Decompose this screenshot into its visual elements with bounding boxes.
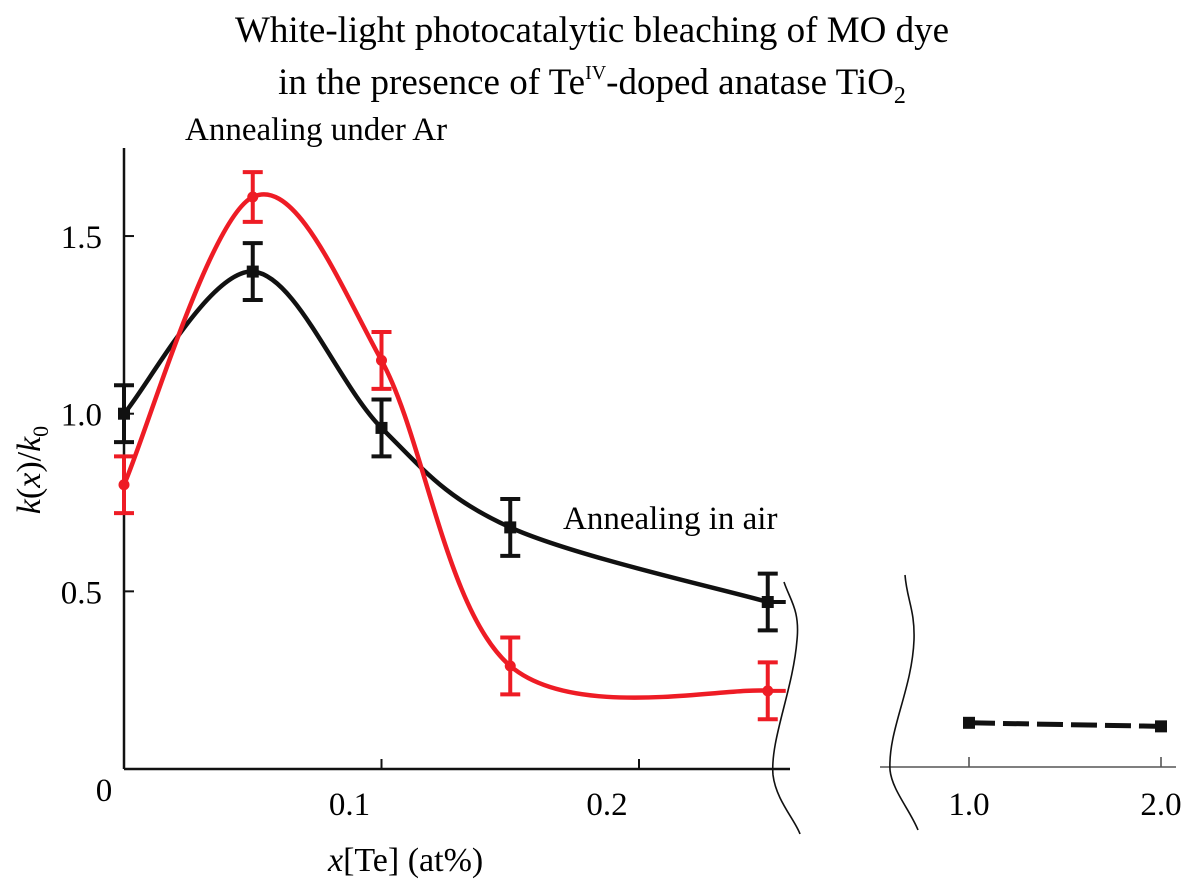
marker-square-right — [963, 716, 975, 729]
data-point-annealing-under-ar — [757, 660, 778, 722]
marker-square — [246, 265, 259, 278]
y-label-x: x — [11, 473, 48, 489]
data-point-annealing-in-air — [242, 241, 263, 303]
x-tick-label-right: 1.0 — [948, 787, 989, 823]
x-tick-label-right: 2.0 — [1140, 787, 1181, 823]
y-label-open: ( — [11, 488, 48, 499]
marker-circle — [762, 685, 774, 697]
title-part-b: -doped anatase TiO — [606, 62, 894, 103]
data-point-annealing-in-air — [757, 571, 778, 633]
marker-square — [761, 596, 774, 609]
axis-break-left — [771, 581, 801, 835]
marker-circle — [376, 354, 387, 366]
series-line-right-annealing-in-air — [968, 720, 1162, 729]
title-part-a: in the presence of Te — [278, 62, 585, 103]
annotation-annealing-in-air: Annealing in air — [563, 501, 777, 537]
data-point-annealing-under-ar — [371, 329, 392, 391]
series-line-annealing-under-ar — [121, 192, 770, 700]
marker-square-right — [1155, 720, 1167, 733]
data-point-annealing-under-ar — [114, 454, 134, 516]
curves — [121, 192, 1162, 729]
marker-circle — [247, 191, 259, 203]
y-label-k0: k — [11, 436, 48, 452]
data-point-annealing-in-air — [371, 397, 392, 459]
data-point-annealing-under-ar — [500, 635, 521, 697]
x-label-rest: [Te] (at%) — [343, 842, 483, 879]
chart-title-line2: in the presence of TeIV-doped anatase Ti… — [278, 62, 906, 109]
data-point-annealing-under-ar — [242, 170, 263, 224]
marker-square — [375, 421, 388, 434]
title-subscript: 2 — [894, 83, 906, 109]
x-axis-label: x[Te] (at%) — [327, 842, 483, 879]
axis-break-right — [889, 574, 919, 831]
axes: 0.5 1.0 1.5 0 0.1 0.2 1.0 2.0 — [61, 148, 1182, 835]
y-axis-label: k(x)/k0 — [11, 426, 53, 514]
marker-circle — [118, 479, 130, 491]
y-label-close: )/ — [11, 451, 48, 472]
marker-square — [504, 521, 517, 534]
y-tick-label: 1.5 — [61, 220, 102, 256]
chart-title-line1: White-light photocatalytic bleaching of … — [235, 10, 949, 51]
y-label-k: k — [11, 498, 48, 514]
x-tick-label: 0.1 — [329, 787, 370, 823]
x-tick-label: 0.2 — [586, 787, 627, 823]
y-label-sub: 0 — [28, 426, 53, 437]
marks — [114, 170, 1167, 733]
marker-circle — [504, 660, 516, 672]
x-origin-label: 0 — [96, 773, 113, 809]
y-tick-label: 0.5 — [61, 575, 102, 611]
title-superscript: IV — [585, 62, 607, 84]
annotation-annealing-under-ar: Annealing under Ar — [185, 112, 447, 148]
data-point-annealing-in-air — [500, 496, 521, 558]
y-tick-label: 1.0 — [61, 398, 102, 434]
x-label-var: x — [327, 842, 343, 879]
data-point-annealing-in-air — [114, 383, 134, 445]
marker-square — [118, 407, 130, 420]
